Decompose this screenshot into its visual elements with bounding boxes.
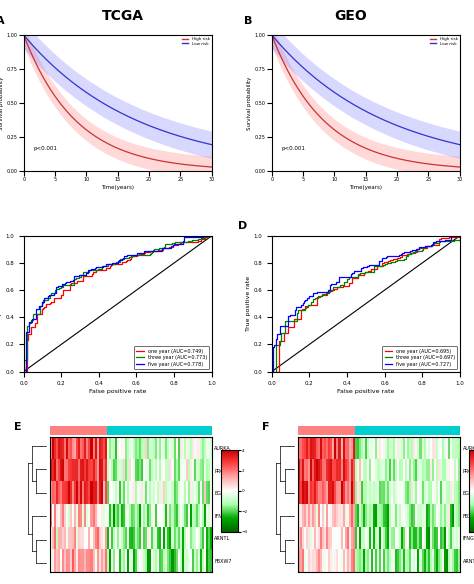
five year (AUC=0.727) (310, 292, 316, 299)
five year (AUC=0.778) (71, 276, 77, 283)
Legend: one year (AUC=0.749), three year (AUC=0.773), five year (AUC=0.778): one year (AUC=0.749), three year (AUC=0.… (134, 346, 209, 369)
Text: TCGA: TCGA (102, 9, 144, 23)
five year (AUC=0.778) (209, 232, 215, 239)
five year (AUC=0.727) (352, 267, 358, 274)
Y-axis label: True positive rate: True positive rate (246, 276, 251, 331)
Line: five year (AUC=0.727): five year (AUC=0.727) (272, 236, 460, 371)
three year (AUC=0.697) (423, 243, 428, 250)
three year (AUC=0.773) (207, 232, 212, 239)
five year (AUC=0.727) (457, 232, 463, 239)
five year (AUC=0.727) (449, 232, 455, 239)
Line: five year (AUC=0.778): five year (AUC=0.778) (24, 236, 212, 371)
Text: D: D (238, 221, 247, 231)
one year (AUC=0.695) (457, 232, 463, 239)
Text: p<0.001: p<0.001 (33, 147, 57, 151)
five year (AUC=0.727) (308, 293, 314, 300)
three year (AUC=0.773) (209, 232, 215, 239)
one year (AUC=0.695) (374, 266, 379, 273)
three year (AUC=0.697) (327, 286, 332, 293)
three year (AUC=0.697) (269, 368, 274, 375)
one year (AUC=0.749) (168, 243, 173, 250)
X-axis label: Time(years): Time(years) (349, 185, 383, 190)
X-axis label: Time(years): Time(years) (101, 185, 134, 190)
Legend: High risk, Low risk: High risk, Low risk (430, 37, 458, 46)
three year (AUC=0.697) (326, 288, 331, 296)
five year (AUC=0.727) (302, 296, 308, 303)
one year (AUC=0.695) (414, 246, 419, 253)
one year (AUC=0.749) (68, 280, 74, 287)
Text: p<0.001: p<0.001 (281, 147, 305, 151)
three year (AUC=0.697) (420, 244, 426, 251)
Line: three year (AUC=0.773): three year (AUC=0.773) (24, 236, 212, 371)
three year (AUC=0.773) (162, 244, 167, 251)
three year (AUC=0.773) (99, 263, 105, 270)
Legend: High risk, Low risk: High risk, Low risk (182, 37, 210, 46)
three year (AUC=0.697) (361, 269, 367, 276)
Text: E: E (14, 422, 22, 432)
Legend: one year (AUC=0.695), three year (AUC=0.697), five year (AUC=0.727): one year (AUC=0.695), three year (AUC=0.… (382, 346, 457, 369)
Text: F: F (262, 422, 270, 432)
Text: B: B (244, 16, 252, 26)
one year (AUC=0.695) (334, 284, 339, 291)
Y-axis label: Survival probability: Survival probability (247, 76, 252, 130)
one year (AUC=0.749) (209, 232, 215, 239)
five year (AUC=0.778) (164, 245, 170, 252)
five year (AUC=0.727) (413, 246, 419, 253)
three year (AUC=0.773) (21, 368, 27, 375)
five year (AUC=0.778) (202, 232, 208, 239)
Line: three year (AUC=0.697): three year (AUC=0.697) (272, 236, 460, 371)
one year (AUC=0.695) (340, 283, 346, 290)
Text: A: A (0, 16, 4, 26)
Y-axis label: Survival probability: Survival probability (0, 76, 4, 130)
three year (AUC=0.697) (322, 290, 328, 297)
three year (AUC=0.773) (59, 283, 65, 290)
one year (AUC=0.695) (328, 288, 333, 295)
five year (AUC=0.778) (21, 368, 27, 375)
one year (AUC=0.695) (269, 368, 274, 375)
Line: one year (AUC=0.749): one year (AUC=0.749) (24, 236, 212, 371)
one year (AUC=0.695) (415, 245, 421, 252)
Y-axis label: True positive rate: True positive rate (0, 276, 2, 331)
Text: GEO: GEO (334, 9, 367, 23)
five year (AUC=0.778) (153, 248, 158, 255)
three year (AUC=0.773) (162, 241, 168, 248)
one year (AUC=0.749) (58, 292, 64, 299)
Line: one year (AUC=0.695): one year (AUC=0.695) (272, 236, 460, 371)
five year (AUC=0.778) (101, 262, 107, 269)
five year (AUC=0.727) (416, 244, 421, 251)
X-axis label: False positive rate: False positive rate (89, 389, 146, 394)
one year (AUC=0.749) (67, 281, 73, 288)
five year (AUC=0.778) (72, 272, 77, 279)
one year (AUC=0.749) (21, 368, 27, 375)
one year (AUC=0.749) (207, 232, 212, 239)
three year (AUC=0.697) (457, 232, 463, 239)
one year (AUC=0.749) (166, 244, 172, 251)
three year (AUC=0.773) (52, 287, 58, 294)
five year (AUC=0.778) (64, 279, 69, 286)
X-axis label: False positive rate: False positive rate (337, 389, 394, 394)
one year (AUC=0.749) (108, 263, 113, 270)
five year (AUC=0.727) (269, 368, 274, 375)
three year (AUC=0.773) (58, 283, 64, 290)
